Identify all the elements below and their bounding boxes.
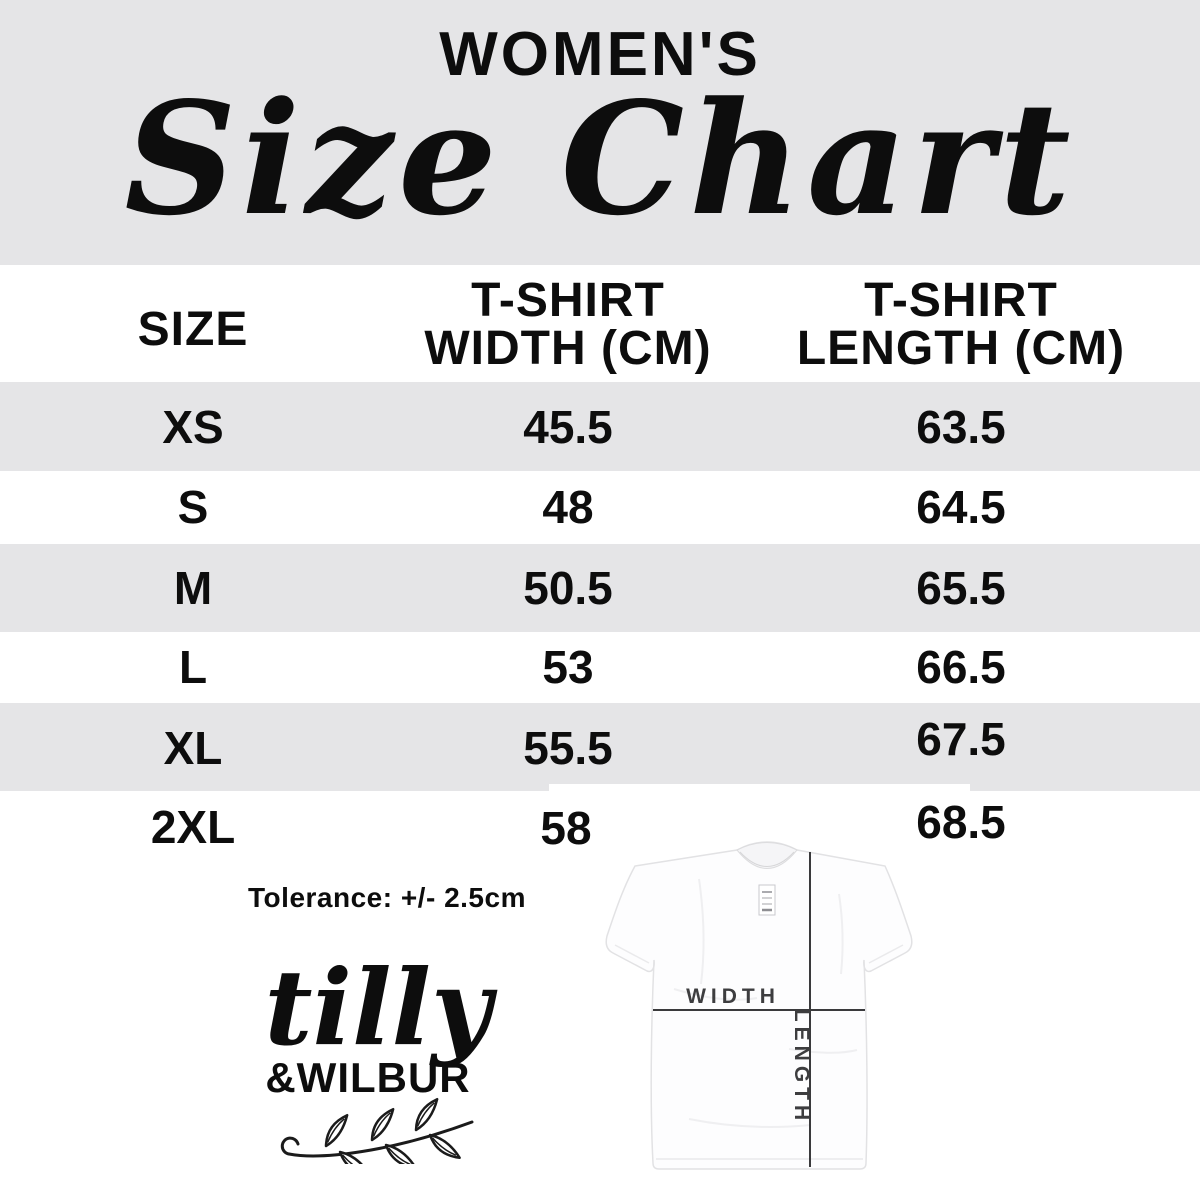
column-header-width-line1: T-SHIRT	[471, 274, 665, 327]
laurel-branch-icon	[280, 1097, 474, 1164]
row-stripe	[0, 382, 1200, 471]
tshirt-outline	[605, 841, 913, 1170]
row-2xl-width: 58	[540, 802, 592, 854]
tshirt-diagram: WIDTH LENGTH	[605, 841, 913, 1170]
row-xl-length: 67.5	[916, 713, 1006, 765]
row-xs-length: 63.5	[916, 401, 1006, 453]
row-xl-width: 55.5	[523, 722, 613, 774]
row-s-size: S	[177, 481, 209, 533]
page-title: Size Chart	[124, 67, 1076, 250]
hero-banner: WOMEN'S Size Chart	[0, 0, 1200, 265]
tshirt-image: WIDTH LENGTH	[549, 784, 970, 1200]
row-m-length: 65.5	[916, 562, 1006, 614]
row-m-width: 50.5	[523, 562, 613, 614]
stitching	[614, 944, 904, 1160]
row-m-size: M	[173, 562, 213, 614]
row-l-length: 66.5	[916, 641, 1006, 693]
collar-ribbing	[739, 851, 795, 867]
row-l-width: 53	[542, 641, 594, 693]
column-header-width-line2: WIDTH (CM)	[424, 322, 712, 375]
column-header-size: SIZE	[137, 303, 249, 356]
tolerance-note: Tolerance: +/- 2.5cm	[248, 882, 526, 913]
neck-label	[758, 884, 776, 916]
row-s-length: 64.5	[916, 481, 1006, 533]
row-l-size: L	[178, 641, 208, 693]
column-header-length-line1: T-SHIRT	[864, 274, 1058, 327]
column-header-length-line2: LENGTH (CM)	[796, 322, 1126, 375]
row-2xl-size: 2XL	[150, 801, 236, 853]
brand-name-script: tilly	[264, 946, 492, 1069]
width-label: WIDTH	[686, 985, 780, 1008]
length-label: LENGTH	[790, 1009, 813, 1125]
row-xl-size: XL	[163, 722, 223, 774]
row-xs-size: XS	[162, 401, 224, 453]
row-2xl-length: 68.5	[916, 796, 1006, 848]
fabric-wrinkles	[673, 878, 858, 1128]
row-stripe	[0, 544, 1200, 632]
page-kicker: WOMEN'S	[439, 20, 761, 89]
row-xs-width: 45.5	[523, 401, 613, 453]
row-s-width: 48	[542, 481, 594, 533]
row-stripe	[0, 703, 1200, 791]
brand-name-caps: &WILBUR	[265, 1054, 471, 1101]
